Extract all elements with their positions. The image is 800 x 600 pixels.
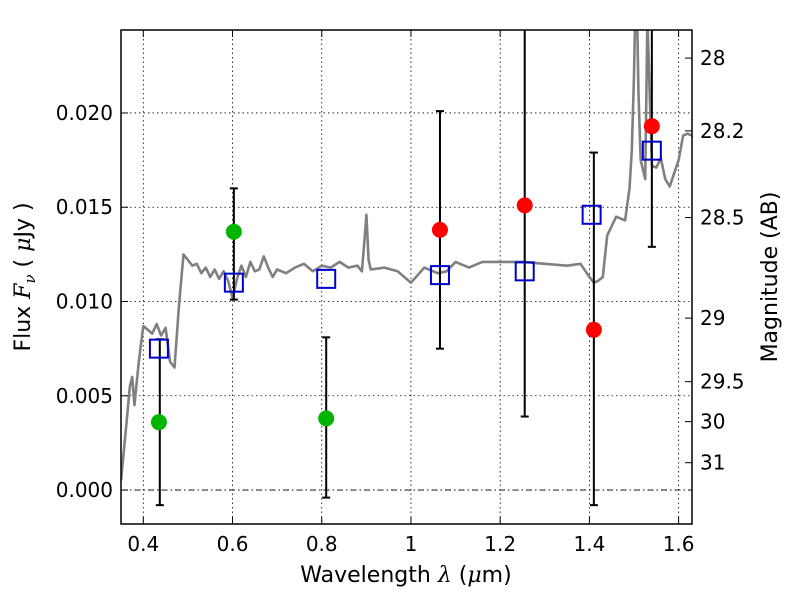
x-tick-label: 1.2 xyxy=(484,532,516,556)
right-tick-label: 29.5 xyxy=(700,370,745,394)
data-points xyxy=(150,118,660,431)
red-data-point xyxy=(585,321,602,338)
y-tick-label: 0.000 xyxy=(56,478,113,502)
grid-lines xyxy=(121,30,692,524)
y-tick-label: 0.010 xyxy=(56,290,113,314)
x-tick-label: 1.4 xyxy=(573,532,605,556)
y-tick-label: 0.005 xyxy=(56,384,113,408)
y-tick-label: 0.015 xyxy=(56,195,113,219)
y-tick-label: 0.020 xyxy=(56,101,113,125)
x-tick-label: 1.6 xyxy=(663,532,695,556)
red-data-point xyxy=(431,221,448,238)
plot-frame xyxy=(120,29,693,525)
model-square-marker xyxy=(514,261,535,282)
right-tick-label: 29 xyxy=(700,306,725,330)
x-tick-label: 0.4 xyxy=(127,532,159,556)
right-tick-label: 30 xyxy=(700,410,725,434)
x-axis-ticks: 0.4 0.6 0.8 1 1.2 1.4 1.6 xyxy=(127,30,695,556)
model-square-marker xyxy=(148,338,169,359)
right-tick-label: 31 xyxy=(700,451,725,475)
error-bars xyxy=(155,30,656,507)
model-square-marker xyxy=(641,140,662,161)
green-data-point xyxy=(150,414,167,431)
y-axis-ticks: 0.000 0.005 0.010 0.015 0.020 xyxy=(56,101,128,502)
right-tick-label: 28.5 xyxy=(700,206,745,230)
model-photometry-squares xyxy=(148,140,662,359)
red-data-point xyxy=(643,118,660,135)
model-square-marker xyxy=(429,265,450,286)
green-data-point xyxy=(225,223,242,240)
right-tick-label: 28.2 xyxy=(700,119,745,143)
y-axis-label: Flux Fν ( μJy ) xyxy=(11,202,39,351)
model-spectrum-layer xyxy=(121,30,692,481)
model-square-marker xyxy=(223,272,244,293)
model-spectrum-line xyxy=(121,30,692,481)
right-axis-label: Magnitude (AB) xyxy=(758,192,783,363)
model-square-marker xyxy=(316,268,337,289)
x-axis-label: Wavelength λ (μm) xyxy=(300,563,511,588)
x-tick-label: 0.6 xyxy=(217,532,249,556)
red-data-point xyxy=(516,197,533,214)
right-tick-label: 28 xyxy=(700,46,725,70)
right-axis-ticks: 28 28.2 28.5 29 29.5 30 31 xyxy=(685,46,745,475)
x-tick-label: 1 xyxy=(405,532,418,556)
x-tick-label: 0.8 xyxy=(306,532,338,556)
model-square-marker xyxy=(581,204,602,225)
green-data-point xyxy=(318,410,335,427)
